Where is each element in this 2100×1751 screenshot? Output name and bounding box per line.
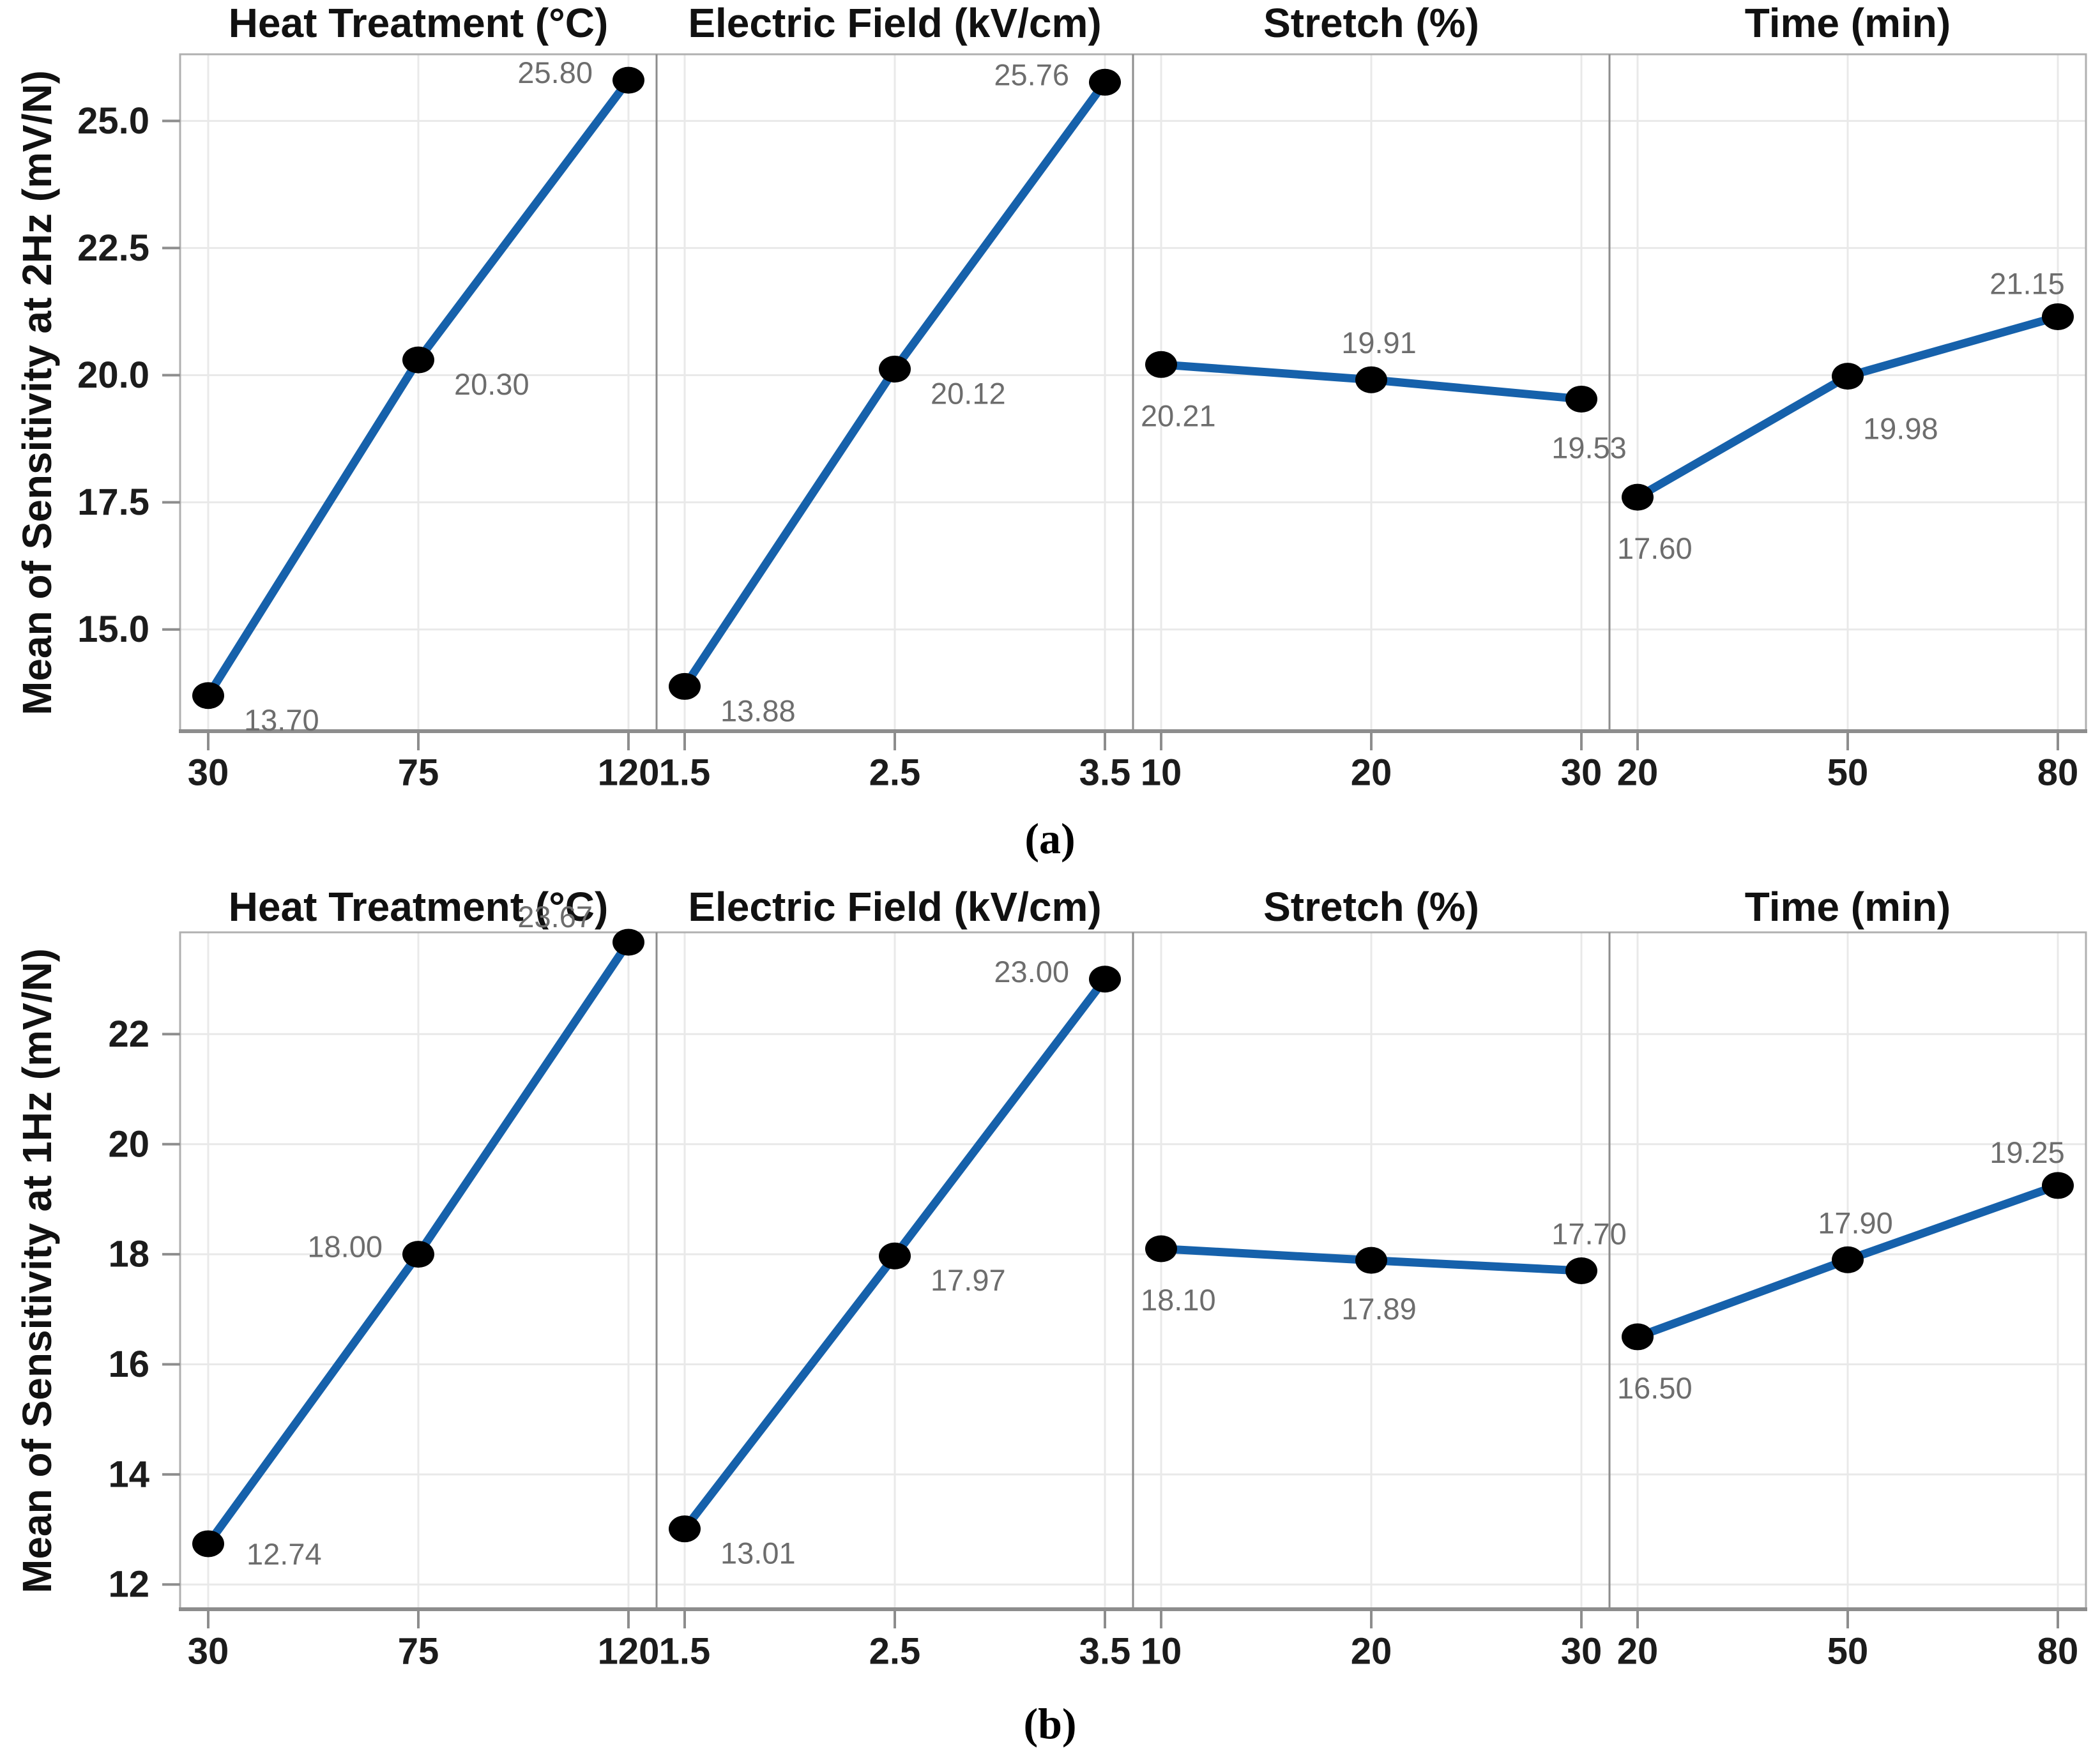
x-tick-label: 2.5 — [869, 1631, 921, 1672]
data-label: 19.98 — [1863, 412, 1938, 446]
x-tick-label: 120 — [598, 1631, 660, 1672]
y-tick-label: 12 — [108, 1564, 149, 1605]
data-point — [1355, 1247, 1387, 1274]
x-tick-label: 80 — [2037, 752, 2079, 794]
data-point — [1832, 363, 1864, 390]
data-label: 19.53 — [1551, 430, 1627, 464]
data-point — [669, 1515, 701, 1543]
subfigure-caption-a: (a) — [1024, 814, 1076, 863]
x-tick-label: 2.5 — [869, 752, 921, 794]
x-tick-label: 20 — [1617, 1631, 1659, 1672]
data-label: 18.00 — [307, 1230, 383, 1264]
x-tick-label: 120 — [598, 752, 660, 794]
data-label: 25.80 — [517, 56, 593, 89]
data-point — [2042, 303, 2074, 330]
y-tick-label: 25.0 — [77, 100, 149, 142]
data-label: 19.91 — [1341, 326, 1417, 360]
x-tick-label: 1.5 — [659, 752, 711, 794]
data-point — [1565, 385, 1597, 413]
x-tick-label: 75 — [398, 752, 439, 794]
y-tick-label: 22 — [108, 1013, 149, 1055]
data-point — [1089, 966, 1121, 993]
y-tick-label: 14 — [108, 1453, 149, 1495]
x-tick-label: 10 — [1141, 752, 1182, 794]
y-tick-label: 15.0 — [77, 609, 149, 650]
x-tick-label: 30 — [1561, 752, 1602, 794]
data-point — [192, 682, 224, 709]
chart-a: 15.0 17.5 20.0 22.5 25.0 Heat Treatment (°C) 3… — [77, 0, 2087, 794]
data-label: 20.30 — [454, 367, 529, 401]
data-label: 25.76 — [994, 57, 1069, 91]
panel-title: Stretch (%) — [1263, 0, 1479, 46]
data-point — [1622, 483, 1654, 511]
data-point — [402, 1241, 434, 1268]
data-label: 17.97 — [931, 1263, 1006, 1297]
x-tick-label: 20 — [1351, 1631, 1392, 1672]
data-label: 21.15 — [1990, 266, 2065, 300]
data-point — [669, 672, 701, 700]
y-tick-label: 20.0 — [77, 354, 149, 396]
y-tick-label: 22.5 — [77, 227, 149, 269]
x-tick-label: 3.5 — [1079, 752, 1131, 794]
data-point — [879, 355, 911, 383]
data-label: 16.50 — [1617, 1371, 1693, 1405]
x-tick-label: 20 — [1617, 752, 1659, 794]
data-point — [1145, 1235, 1177, 1262]
x-tick-label: 80 — [2037, 1631, 2079, 1672]
y-axis-label-1hz: Mean of Sensitivity at 1Hz (mV/N) — [14, 948, 60, 1593]
data-label: 20.21 — [1141, 398, 1216, 432]
y-tick-label: 18 — [108, 1234, 149, 1275]
data-point — [2042, 1172, 2074, 1199]
y-axis-label-2hz: Mean of Sensitivity at 2Hz (mV/N) — [14, 70, 60, 715]
data-point — [612, 66, 644, 94]
data-label: 17.70 — [1551, 1217, 1627, 1251]
x-tick-label: 50 — [1827, 752, 1869, 794]
data-point — [1565, 1257, 1597, 1284]
chart-b: 12 14 16 18 20 22 Heat Treatment (°C) 30 75 120 12… — [108, 884, 2087, 1672]
panel-title: Heat Treatment (°C) — [229, 884, 609, 930]
data-point — [1355, 366, 1387, 393]
data-label: 17.90 — [1818, 1206, 1893, 1239]
x-tick-label: 10 — [1141, 1631, 1182, 1672]
data-label: 18.10 — [1141, 1283, 1216, 1317]
data-point — [192, 1530, 224, 1558]
y-tick-label: 20 — [108, 1123, 149, 1165]
y-tick-label: 17.5 — [77, 481, 149, 523]
data-point — [1089, 68, 1121, 96]
data-label: 17.60 — [1617, 531, 1693, 565]
data-point — [612, 929, 644, 956]
data-label: 13.01 — [720, 1536, 796, 1570]
panel-title: Time (min) — [1745, 884, 1951, 930]
data-label: 23.00 — [994, 955, 1069, 989]
panel-title: Electric Field (kV/cm) — [688, 884, 1101, 930]
x-tick-label: 30 — [188, 1631, 229, 1672]
data-label: 20.12 — [931, 376, 1006, 410]
panel-title: Stretch (%) — [1263, 884, 1479, 930]
data-label: 13.88 — [720, 694, 796, 727]
panel-title: Electric Field (kV/cm) — [688, 0, 1101, 46]
data-label: 12.74 — [247, 1537, 322, 1571]
x-tick-label: 30 — [188, 752, 229, 794]
data-point — [1622, 1323, 1654, 1351]
data-label: 19.25 — [1990, 1135, 2065, 1169]
panel-title: Heat Treatment (°C) — [229, 0, 609, 46]
x-tick-label: 1.5 — [659, 1631, 711, 1672]
data-point — [879, 1242, 911, 1270]
data-point — [402, 346, 434, 374]
x-tick-label: 30 — [1561, 1631, 1602, 1672]
data-label: 23.67 — [517, 900, 593, 934]
panel-title: Time (min) — [1745, 0, 1951, 46]
subfigure-caption-b: (b) — [1023, 1699, 1077, 1748]
x-tick-label: 20 — [1351, 752, 1392, 794]
x-tick-label: 75 — [398, 1631, 439, 1672]
data-label: 17.89 — [1341, 1292, 1417, 1326]
data-point — [1145, 351, 1177, 378]
x-tick-label: 3.5 — [1079, 1631, 1131, 1672]
y-tick-label: 16 — [108, 1344, 149, 1385]
data-label: 13.70 — [244, 703, 319, 737]
data-point — [1832, 1246, 1864, 1273]
x-tick-label: 50 — [1827, 1631, 1869, 1672]
